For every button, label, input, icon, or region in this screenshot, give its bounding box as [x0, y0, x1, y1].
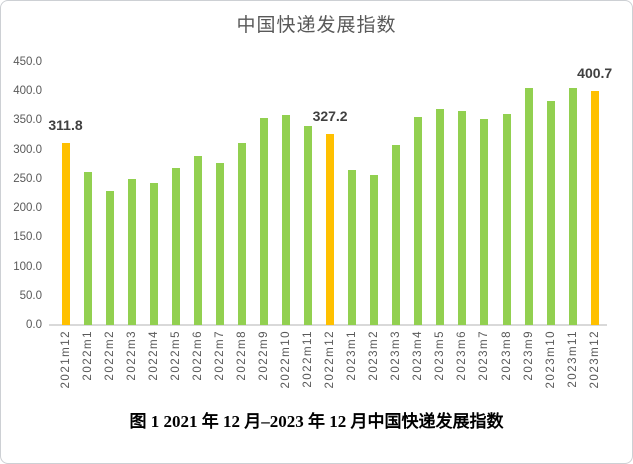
bar-2023m1	[348, 169, 357, 325]
bar-2022m8	[237, 143, 246, 325]
x-axis-label: 2023m9	[522, 330, 535, 381]
x-axis-label: 2022m4	[147, 330, 160, 381]
bar-2023m9	[524, 88, 533, 325]
y-axis-tick-label: 0.0	[26, 319, 42, 331]
x-axis-label: 2022m8	[235, 330, 248, 381]
x-axis-label: 2022m1	[81, 330, 94, 381]
bar-2023m5	[436, 108, 445, 325]
x-axis-label: 2023m7	[478, 330, 491, 381]
x-axis-label: 2023m3	[390, 330, 403, 381]
x-axis-label: 2023m2	[368, 330, 381, 381]
y-axis-tick-label: 150.0	[13, 231, 42, 244]
x-axis-label: 2022m12	[324, 330, 337, 389]
bar-2023m8	[502, 114, 511, 325]
bar-2023m4	[414, 116, 423, 325]
x-axis-label: 2023m8	[500, 330, 513, 381]
y-axis-tick-label: 250.0	[13, 172, 42, 185]
bar-2022m1	[83, 172, 92, 325]
bar-2023m7	[480, 119, 489, 325]
bar-2022m9	[259, 118, 268, 325]
y-axis-tick-label: 350.0	[13, 114, 42, 127]
bar-2022m5	[171, 167, 180, 325]
x-axis-label: 2022m7	[213, 330, 226, 381]
x-axis-label: 2023m10	[544, 330, 557, 389]
x-axis-label: 2022m10	[280, 330, 292, 389]
bar-2023m11	[568, 87, 577, 325]
bar-2023m10	[546, 100, 555, 325]
y-axis-tick-label: 50.0	[19, 289, 42, 302]
bar-2022m7	[215, 163, 224, 325]
bar-2022m3	[127, 178, 136, 325]
x-axis-label: 2023m12	[588, 330, 601, 389]
x-axis-label: 2022m2	[103, 330, 116, 381]
bar-2022m6	[193, 155, 202, 325]
bar-2022m2	[105, 190, 114, 325]
x-axis-label: 2023m11	[566, 330, 579, 388]
chart-title: 中国快递发展指数	[236, 15, 397, 36]
x-axis-label: 2023m1	[346, 330, 359, 381]
y-axis-tick-label: 100.0	[13, 260, 42, 273]
bar-2022m4	[149, 182, 158, 325]
x-axis-label: 2022m3	[125, 330, 138, 381]
x-axis-label: 2023m4	[412, 330, 425, 381]
x-axis-label: 2022m6	[191, 330, 204, 381]
y-axis-tick-label: 200.0	[13, 202, 42, 215]
bar-2022m10	[282, 115, 290, 325]
bar-2022m12	[326, 133, 335, 325]
bar-2023m6	[458, 111, 467, 325]
bar-2022m11	[304, 126, 313, 325]
bar-2023m2	[370, 175, 379, 325]
x-axis-label: 2023m6	[456, 330, 469, 381]
bar-2023m3	[392, 144, 401, 325]
x-axis-label: 2021m12	[59, 330, 72, 389]
x-axis-label: 2022m5	[169, 330, 182, 381]
data-label: 327.2	[312, 107, 348, 124]
x-axis-label: 2022m9	[257, 330, 270, 381]
figure-caption: 图 1 2021 年 12 月–2023 年 12 月中国快递发展指数	[129, 412, 504, 431]
bar-2023m12	[590, 90, 599, 325]
bar-2021m12	[61, 142, 70, 325]
x-axis-line	[49, 324, 607, 326]
y-axis-tick-label: 400.0	[13, 85, 42, 98]
x-axis-label: 2022m11	[302, 330, 315, 388]
data-label: 400.7	[577, 64, 613, 81]
x-axis-label: 2023m5	[434, 330, 447, 381]
y-axis-tick-label: 300.0	[13, 143, 42, 156]
data-label: 311.8	[48, 116, 83, 133]
y-axis-tick-label: 450.0	[13, 56, 42, 68]
